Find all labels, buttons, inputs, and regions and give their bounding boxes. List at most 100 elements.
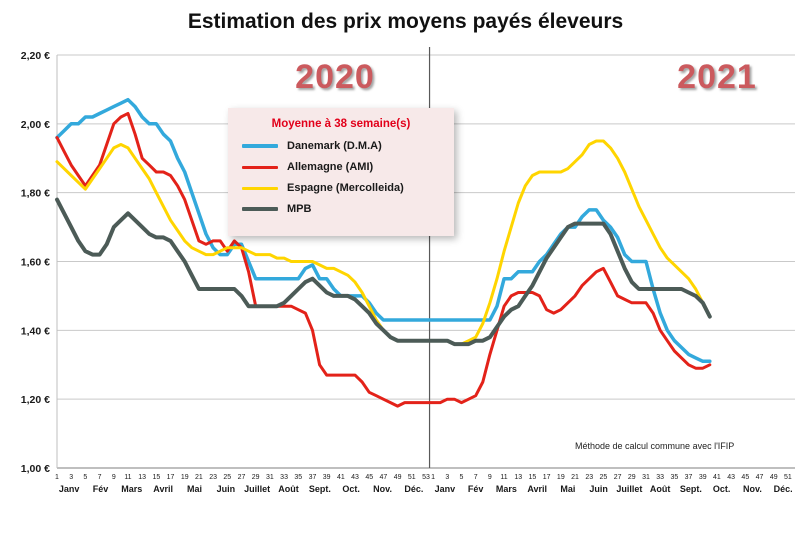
- legend-item: Allemagne (AMI): [242, 161, 440, 173]
- month-label: Avril: [527, 484, 547, 494]
- series-mpb: [55, 197, 712, 347]
- legend-title: Moyenne à 38 semaine(s): [271, 118, 411, 130]
- week-tick-label: 25: [223, 474, 231, 481]
- month-label: Août: [278, 484, 299, 494]
- week-tick-label: 45: [365, 474, 373, 481]
- week-tick-label: 27: [238, 474, 246, 481]
- y-tick-label: 1,40 €: [21, 325, 50, 337]
- legend-item: MPB: [242, 203, 440, 215]
- week-tick-label: 29: [252, 474, 260, 481]
- month-label: Fév: [468, 484, 484, 494]
- week-tick-label: 53: [422, 474, 430, 481]
- month-label: Août: [650, 484, 671, 494]
- week-tick-label: 43: [727, 474, 735, 481]
- month-label: Déc.: [774, 484, 793, 494]
- month-label: Janv: [59, 484, 80, 494]
- week-tick-label: 49: [770, 474, 778, 481]
- y-tick-label: 1,80 €: [21, 188, 50, 200]
- legend-line-swatch: [242, 165, 278, 169]
- legend-line-swatch: [242, 186, 278, 190]
- chart-legend: Moyenne à 38 semaine(s) Danemark (D.M.A)…: [228, 108, 454, 236]
- week-tick-label: 43: [351, 474, 359, 481]
- week-tick-label: 19: [181, 474, 189, 481]
- week-tick-label: 11: [500, 474, 507, 481]
- week-tick-label: 41: [713, 474, 721, 481]
- month-label: Mars: [496, 484, 517, 494]
- month-label: Oct.: [342, 484, 360, 494]
- week-tick-label: 39: [699, 474, 707, 481]
- week-tick-label: 27: [614, 474, 622, 481]
- series-danemark-d-m-a-: [55, 97, 712, 364]
- week-tick-label: 21: [195, 474, 203, 481]
- week-tick-label: 11: [124, 474, 131, 481]
- week-tick-label: 47: [756, 474, 764, 481]
- month-label: Nov.: [743, 484, 762, 494]
- week-tick-label: 7: [98, 474, 102, 481]
- legend-items: Danemark (D.M.A) Allemagne (AMI) Espagne (…: [242, 140, 440, 215]
- method-footnote: Méthode de calcul commune avec l'IFIP: [575, 441, 735, 451]
- week-tick-label: 13: [138, 474, 146, 481]
- legend-label: Allemagne (AMI): [287, 161, 374, 173]
- week-tick-label: 25: [600, 474, 608, 481]
- month-label: Sept.: [680, 484, 702, 494]
- month-label: Juin: [217, 484, 236, 494]
- month-label: Déc.: [404, 484, 423, 494]
- legend-item: Danemark (D.M.A): [242, 140, 440, 152]
- legend-label: Espagne (Mercolleida): [287, 182, 404, 194]
- week-tick-label: 3: [445, 474, 449, 481]
- week-tick-label: 51: [784, 474, 792, 481]
- week-tick-label: 21: [571, 474, 579, 481]
- y-tick-label: 1,00 €: [21, 463, 50, 475]
- y-tick-label: 1,20 €: [21, 394, 50, 406]
- week-tick-label: 17: [543, 474, 551, 481]
- week-tick-label: 51: [408, 474, 416, 481]
- month-label: Janv: [435, 484, 456, 494]
- week-tick-label: 1: [431, 474, 435, 481]
- week-tick-label: 13: [514, 474, 522, 481]
- week-tick-label: 33: [280, 474, 288, 481]
- week-tick-label: 41: [337, 474, 345, 481]
- week-tick-label: 15: [152, 474, 160, 481]
- month-label: Avril: [153, 484, 173, 494]
- week-tick-label: 3: [69, 474, 73, 481]
- week-tick-label: 37: [685, 474, 693, 481]
- week-tick-label: 9: [488, 474, 492, 481]
- legend-line-swatch: [242, 207, 278, 211]
- week-tick-label: 29: [628, 474, 636, 481]
- week-tick-label: 37: [309, 474, 317, 481]
- year-label-2020: 2020: [295, 58, 375, 96]
- chart-title: Estimation des prix moyens payés éleveur…: [187, 10, 624, 33]
- week-tick-label: 9: [112, 474, 116, 481]
- series-allemagne-ami-: [55, 112, 712, 408]
- week-tick-label: 47: [380, 474, 388, 481]
- week-tick-label: 5: [83, 474, 87, 481]
- month-label: Mai: [560, 484, 575, 494]
- week-tick-label: 45: [741, 474, 749, 481]
- month-label: Sept.: [309, 484, 331, 494]
- week-tick-label: 33: [656, 474, 664, 481]
- week-tick-label: 49: [394, 474, 402, 481]
- y-tick-label: 1,60 €: [21, 257, 50, 269]
- month-label: Fév: [93, 484, 109, 494]
- month-label: Juillet: [244, 484, 270, 494]
- month-label: Mai: [187, 484, 202, 494]
- legend-item: Espagne (Mercolleida): [242, 182, 440, 194]
- week-tick-label: 1: [55, 474, 59, 481]
- legend-label: MPB: [287, 203, 312, 215]
- week-tick-label: 17: [167, 474, 175, 481]
- week-tick-label: 23: [209, 474, 217, 481]
- week-tick-label: 7: [474, 474, 478, 481]
- week-tick-label: 31: [266, 474, 274, 481]
- week-tick-label: 23: [585, 474, 593, 481]
- month-label: Nov.: [373, 484, 392, 494]
- week-tick-label: 15: [529, 474, 537, 481]
- month-label: Juin: [589, 484, 608, 494]
- y-tick-label: 2,00 €: [21, 119, 50, 131]
- week-tick-label: 35: [294, 474, 302, 481]
- month-label: Mars: [121, 484, 142, 494]
- week-tick-label: 31: [642, 474, 650, 481]
- legend-label: Danemark (D.M.A): [287, 140, 382, 152]
- week-tick-label: 19: [557, 474, 565, 481]
- week-tick-label: 39: [323, 474, 331, 481]
